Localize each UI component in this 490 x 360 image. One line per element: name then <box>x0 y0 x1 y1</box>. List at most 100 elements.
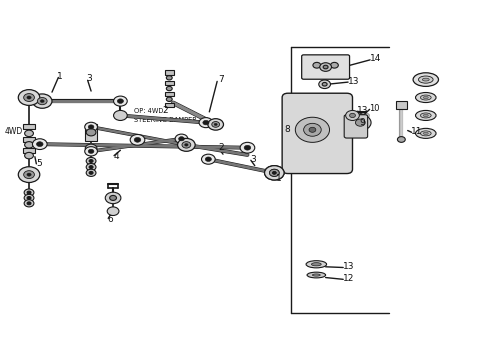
Bar <box>165 103 173 107</box>
Circle shape <box>177 138 195 151</box>
FancyBboxPatch shape <box>282 93 352 174</box>
Circle shape <box>134 138 141 142</box>
Text: 13: 13 <box>343 262 354 271</box>
Circle shape <box>313 62 321 68</box>
Circle shape <box>89 171 93 174</box>
Bar <box>396 101 407 109</box>
Circle shape <box>240 142 255 153</box>
Circle shape <box>212 122 220 127</box>
Circle shape <box>309 127 316 132</box>
Text: 7: 7 <box>218 75 224 84</box>
Circle shape <box>295 117 330 142</box>
Ellipse shape <box>416 129 436 138</box>
Circle shape <box>32 94 52 108</box>
Ellipse shape <box>423 132 428 134</box>
Bar <box>23 148 35 153</box>
Ellipse shape <box>420 95 431 100</box>
FancyBboxPatch shape <box>344 115 368 138</box>
Circle shape <box>85 122 98 132</box>
Ellipse shape <box>313 274 320 276</box>
Text: 13: 13 <box>347 77 359 86</box>
Text: 4WD: 4WD <box>4 127 23 136</box>
Circle shape <box>88 125 94 129</box>
Ellipse shape <box>416 93 436 103</box>
Circle shape <box>89 166 93 168</box>
Circle shape <box>166 86 172 91</box>
Circle shape <box>203 120 209 125</box>
Text: 9: 9 <box>360 118 366 127</box>
Circle shape <box>105 192 121 204</box>
Circle shape <box>349 113 355 118</box>
Text: 1: 1 <box>57 72 63 81</box>
Circle shape <box>117 99 123 103</box>
Circle shape <box>347 113 365 126</box>
Text: 2: 2 <box>218 143 224 152</box>
Circle shape <box>130 134 145 145</box>
Circle shape <box>175 134 188 143</box>
Circle shape <box>85 144 97 153</box>
Circle shape <box>244 145 251 150</box>
Circle shape <box>24 171 34 179</box>
Circle shape <box>24 141 33 148</box>
Ellipse shape <box>418 76 433 83</box>
Circle shape <box>86 163 96 171</box>
Circle shape <box>86 157 96 165</box>
Ellipse shape <box>423 114 428 117</box>
Circle shape <box>27 202 31 205</box>
Ellipse shape <box>312 263 321 266</box>
Circle shape <box>182 141 191 148</box>
Circle shape <box>110 195 117 201</box>
Circle shape <box>304 123 321 136</box>
Circle shape <box>27 96 31 99</box>
Circle shape <box>199 118 213 128</box>
Text: 3: 3 <box>86 75 92 84</box>
Text: 12: 12 <box>343 274 354 283</box>
Circle shape <box>397 136 405 142</box>
Text: 6: 6 <box>107 215 113 224</box>
Circle shape <box>114 96 127 106</box>
Circle shape <box>272 171 276 174</box>
Ellipse shape <box>420 113 431 118</box>
Text: 14: 14 <box>369 54 381 63</box>
Circle shape <box>323 65 328 69</box>
Bar <box>165 81 173 85</box>
Ellipse shape <box>413 73 439 86</box>
Circle shape <box>24 200 34 207</box>
Circle shape <box>270 169 279 176</box>
Circle shape <box>27 191 31 194</box>
Circle shape <box>322 82 327 86</box>
Ellipse shape <box>422 78 429 81</box>
Circle shape <box>205 157 211 161</box>
Circle shape <box>36 142 43 147</box>
Circle shape <box>88 149 94 153</box>
Circle shape <box>184 143 189 147</box>
Circle shape <box>272 171 276 174</box>
Circle shape <box>85 147 98 156</box>
Text: 3: 3 <box>250 155 256 164</box>
Circle shape <box>320 63 331 71</box>
Circle shape <box>40 100 44 103</box>
Circle shape <box>349 115 371 131</box>
Circle shape <box>18 167 40 183</box>
Bar <box>165 92 173 96</box>
Ellipse shape <box>416 111 436 121</box>
Ellipse shape <box>423 96 428 99</box>
Text: 5: 5 <box>36 159 42 168</box>
Circle shape <box>24 152 33 159</box>
Circle shape <box>270 169 279 176</box>
Circle shape <box>24 194 34 202</box>
Circle shape <box>265 166 284 180</box>
Circle shape <box>27 197 31 199</box>
Circle shape <box>32 139 47 149</box>
Circle shape <box>166 76 172 80</box>
Text: OP: 4WD
STEERING DAMPER: OP: 4WD STEERING DAMPER <box>134 108 197 123</box>
Circle shape <box>24 94 34 102</box>
Circle shape <box>319 80 331 89</box>
Ellipse shape <box>307 272 326 278</box>
Circle shape <box>179 137 184 141</box>
Text: 2: 2 <box>162 105 168 114</box>
Circle shape <box>107 207 119 216</box>
Text: 13: 13 <box>357 105 369 114</box>
Circle shape <box>166 97 172 102</box>
Circle shape <box>89 159 93 162</box>
